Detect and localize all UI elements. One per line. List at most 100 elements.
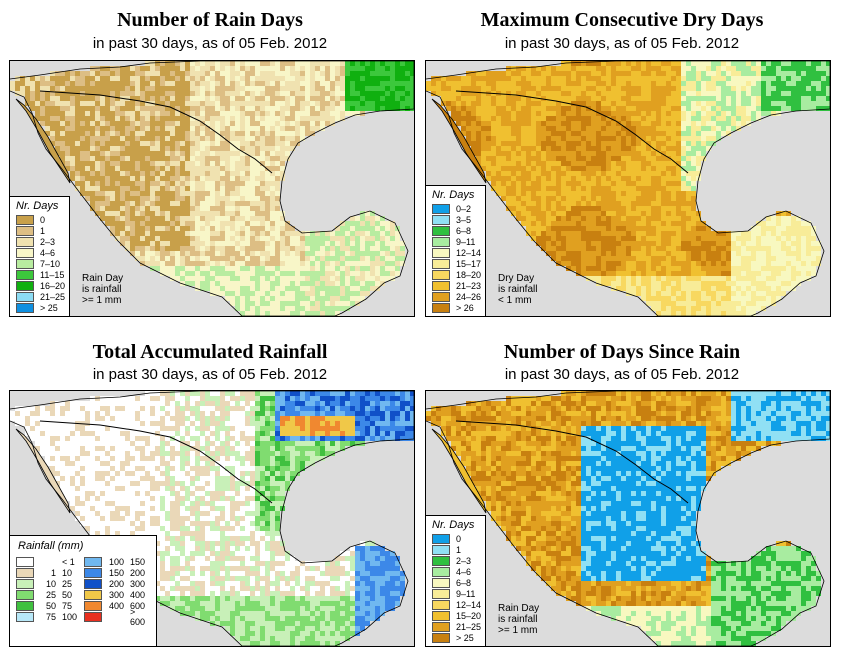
legend-item: 0 (16, 214, 65, 225)
legend-range-from: 1 (50, 567, 56, 578)
legend-swatch (432, 302, 450, 313)
map-canvas (10, 61, 414, 316)
legend-label: 12–14 (456, 599, 482, 610)
legend-swatch (432, 291, 450, 302)
legend-item: 1 (432, 544, 481, 555)
panel-subtitle: in past 30 days, as of 05 Feb. 2012 (92, 366, 328, 383)
legend-item: < 1 (16, 556, 80, 567)
legend-item: 2–3 (16, 236, 65, 247)
legend-label: 6–8 (456, 577, 472, 588)
legend-range-from: 50 (45, 600, 56, 611)
legend-label: 15–17 (456, 258, 482, 269)
legend-swatch (432, 247, 450, 258)
legend-swatch (432, 258, 450, 269)
legend-item: 100 150 (84, 556, 148, 567)
map-note: Rain Day is rainfall >= 1 mm (498, 603, 540, 636)
since-rain-map[interactable]: Nr. Days 0 1 2–3 4–6 6–8 9–11 12–14 15–20 21–25 >… (425, 390, 831, 647)
legend-label: 15–20 (456, 610, 482, 621)
legend-label: 2–3 (40, 236, 56, 247)
panel-title: Total Accumulated Rainfall (92, 341, 328, 363)
legend-label: 7–10 (40, 258, 61, 269)
legend-range-to: 300 (130, 578, 146, 589)
legend-swatch (432, 577, 450, 588)
legend-label: 21–25 (40, 291, 66, 302)
legend-swatch (16, 225, 34, 236)
map-legend: Rainfall (mm) < 1 1 10 10 25 25 50 50 75 75 100 10… (10, 535, 157, 646)
legend-item: 12–14 (432, 599, 481, 610)
legend-range-to: 600 (130, 600, 146, 611)
legend-title: Nr. Days (16, 200, 59, 212)
legend-title: Nr. Days (432, 519, 475, 531)
legend-label: 4–6 (456, 566, 472, 577)
legend-label: > 25 (40, 302, 58, 313)
legend-item: 4–6 (432, 566, 481, 577)
legend-swatch (16, 247, 34, 258)
legend-range-from: 400 (108, 600, 124, 611)
legend-label: 0–2 (456, 203, 472, 214)
legend-swatch (432, 588, 450, 599)
rain-days-map[interactable]: Nr. Days 0 1 2–3 4–6 7–10 11–15 16–20 21–25 > 25… (9, 60, 415, 317)
dry-days-map[interactable]: Nr. Days 0–2 3–5 6–8 9–11 12–14 15–17 18–20 21–… (425, 60, 831, 317)
legend-range-from: 10 (45, 578, 56, 589)
legend-rows: 0–2 3–5 6–8 9–11 12–14 15–17 18–20 21–23 24–26 > … (432, 203, 481, 313)
legend-item: 25 50 (16, 589, 80, 600)
map-note: Dry Day is rainfall < 1 mm (498, 273, 538, 306)
legend-swatch (16, 600, 34, 611)
legend-range-from: 75 (45, 611, 56, 622)
legend-range-to: < 1 (62, 556, 75, 567)
map-legend: Nr. Days 0 1 2–3 4–6 6–8 9–11 12–14 15–20 21–25 >… (426, 515, 487, 646)
rainfall-map[interactable]: Rainfall (mm) < 1 1 10 10 25 25 50 50 75 75 100 10… (9, 390, 415, 647)
legend-label: 3–5 (456, 214, 472, 225)
legend-range-to: 25 (62, 578, 73, 589)
legend-label: 1 (40, 225, 46, 236)
legend-item: 9–11 (432, 236, 481, 247)
country-border (455, 420, 689, 504)
panel-subtitle: in past 30 days, as of 05 Feb. 2012 (92, 35, 328, 52)
map-canvas (426, 391, 830, 646)
country-border (455, 90, 689, 174)
land-cells (426, 61, 830, 316)
coastline (426, 391, 830, 646)
legend-label: 11–15 (40, 269, 65, 280)
legend-swatch (16, 214, 34, 225)
legend-item: 15–20 (432, 610, 481, 621)
legend-item: 16–20 (16, 280, 65, 291)
legend-rows: 0 1 2–3 4–6 7–10 11–15 16–20 21–25 > 25 (16, 214, 65, 313)
legend-swatch (432, 621, 450, 632)
panel-subtitle: in past 30 days, as of 05 Feb. 2012 (504, 35, 740, 52)
legend-swatch (84, 589, 102, 600)
map-legend: Nr. Days 0 1 2–3 4–6 7–10 11–15 16–20 21–25 > 25 (10, 196, 71, 316)
legend-range-to: 150 (130, 556, 146, 567)
legend-swatch (16, 280, 34, 291)
legend-title: Rainfall (mm) (18, 540, 84, 552)
legend-swatch (16, 567, 34, 578)
legend-item: 9–11 (432, 588, 481, 599)
legend-swatch (432, 280, 450, 291)
legend-item: 200 300 (84, 578, 148, 589)
legend-swatch (432, 236, 450, 247)
legend-range-to: 10 (62, 567, 73, 578)
legend-label: 12–14 (456, 247, 482, 258)
legend-swatch (84, 600, 102, 611)
legend-label: 18–20 (456, 269, 482, 280)
panel-title: Number of Rain Days (117, 9, 303, 31)
legend-label: 2–3 (456, 555, 472, 566)
legend-item: 12–14 (432, 247, 481, 258)
legend-swatch (16, 556, 34, 567)
legend-item: > 26 (432, 302, 481, 313)
legend-item: 2–3 (432, 555, 481, 566)
legend-item: > 25 (16, 302, 65, 313)
legend-range-to: 100 (62, 611, 78, 622)
legend-range-to: 400 (130, 589, 146, 600)
legend-item: 21–25 (432, 621, 481, 632)
map-note: Rain Day is rainfall >= 1 mm (82, 273, 124, 306)
legend-range-to: 200 (130, 567, 146, 578)
legend-item: 21–25 (16, 291, 65, 302)
legend-item: 6–8 (432, 225, 481, 236)
legend-item: 4–6 (16, 247, 65, 258)
legend-column-right: 100 150 150 200 200 300 300 400 400 600 > 600 (84, 556, 148, 627)
legend-range-from: 300 (108, 589, 124, 600)
legend-label: 21–25 (456, 621, 482, 632)
legend-swatch (432, 632, 450, 643)
coastline (426, 61, 830, 316)
